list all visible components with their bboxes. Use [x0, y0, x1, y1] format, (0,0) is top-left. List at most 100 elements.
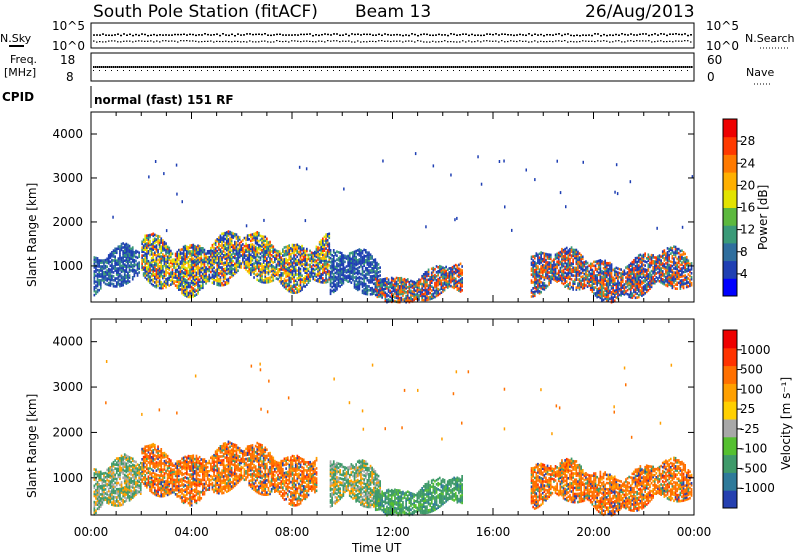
scatter-cell — [418, 288, 420, 291]
scatter-cell — [219, 262, 222, 265]
scatter-cell — [395, 290, 398, 294]
scatter-cell — [234, 268, 236, 272]
scatter-cell — [384, 297, 387, 300]
scatter-cell — [170, 265, 172, 269]
scatter-cell — [115, 261, 118, 264]
scatter-cell — [427, 292, 430, 295]
scatter-cell — [267, 253, 270, 256]
scatter-cell — [337, 270, 340, 274]
scatter-cell — [344, 270, 346, 274]
scatter-cell — [364, 286, 367, 290]
scatter-cell — [120, 282, 123, 285]
freq-mark — [285, 66, 287, 68]
freq-mark — [141, 66, 143, 68]
nsky-mark — [285, 34, 287, 36]
scatter-cell — [282, 250, 284, 253]
nsky-mark — [279, 33, 281, 36]
nsky-mark — [531, 34, 533, 37]
freq-mark — [165, 66, 167, 68]
nsearch-mark — [270, 41, 272, 43]
scatter-cell — [125, 266, 128, 269]
freq-mark — [635, 66, 637, 68]
scatter-cell — [372, 258, 375, 262]
scatter-cell — [331, 265, 333, 269]
scatter-cell — [353, 286, 356, 289]
scatter-cell — [299, 271, 302, 275]
scatter-cell — [230, 255, 233, 258]
scatter-cell — [234, 262, 236, 266]
scatter-cell — [293, 269, 295, 273]
scatter-cell — [363, 276, 365, 279]
scatter-cell — [296, 249, 299, 253]
nave-mark — [207, 70, 208, 71]
scatter-cell — [451, 267, 454, 271]
nsky-mark — [234, 34, 236, 37]
scatter-cell — [218, 279, 220, 283]
scatter-cell — [224, 251, 227, 255]
scatter-cell — [232, 256, 235, 259]
nsearch-mark — [348, 40, 350, 42]
scatter-cell — [605, 281, 608, 285]
nsky-mark — [555, 33, 557, 36]
scatter-cell — [142, 268, 145, 271]
scatter-cell — [103, 279, 105, 282]
scatter-cell — [317, 256, 319, 259]
scatter-cell — [190, 293, 193, 297]
scatter-cell — [454, 285, 457, 289]
scatter-cell — [154, 259, 156, 262]
scatter-cell — [190, 258, 193, 261]
scatter-cell — [594, 260, 597, 264]
scatter-cell — [535, 272, 538, 275]
scatter-cell — [123, 251, 126, 254]
scatter-cell — [107, 267, 110, 271]
scatter-cell — [256, 235, 259, 238]
scatter-cell — [203, 264, 206, 268]
scatter-cell — [575, 256, 578, 260]
scatter-cell — [601, 299, 603, 303]
nsearch-mark — [417, 40, 419, 42]
scatter-cell — [152, 232, 155, 236]
scatter-cell — [251, 235, 254, 238]
scatter-cell — [565, 264, 568, 268]
scatter-cell — [229, 236, 231, 240]
freq-mark — [599, 66, 601, 68]
scatter-cell — [221, 250, 223, 253]
scatter-cell — [278, 262, 281, 265]
scatter-cell — [293, 267, 295, 271]
scatter-cell — [565, 258, 568, 262]
scatter-cell — [202, 274, 204, 278]
scatter-cell — [142, 244, 145, 248]
scatter-cell — [411, 300, 414, 303]
scatter-cell — [171, 274, 174, 277]
nsearch-mark — [399, 40, 401, 42]
nsky-mark — [276, 33, 278, 36]
scatter-cell — [98, 288, 100, 292]
scatter-cell — [160, 237, 163, 240]
scatter-cell — [224, 275, 227, 278]
scatter-cell — [336, 250, 338, 253]
scatter-cell — [597, 271, 600, 275]
scatter-cell — [146, 268, 148, 271]
freq-mark — [429, 66, 431, 68]
scatter-cell — [556, 262, 558, 266]
scatter-cell — [299, 255, 302, 259]
scatter-cell — [589, 286, 592, 289]
scatter-cell — [262, 257, 265, 260]
freq-mark — [189, 66, 191, 68]
nsearch-mark — [438, 41, 440, 43]
scatter-cell — [282, 260, 284, 263]
scatter-cell — [274, 272, 276, 275]
scatter-cell — [310, 255, 313, 258]
scatter-cell — [364, 274, 367, 278]
scatter-cell — [130, 249, 132, 253]
scatter-cell — [561, 275, 563, 279]
scatter-cell — [299, 287, 302, 291]
nsky-mark — [243, 34, 245, 36]
scatter-cell — [202, 272, 204, 276]
scatter-cell — [331, 275, 333, 279]
scatter-cell — [440, 273, 443, 277]
scatter-cell — [162, 247, 164, 250]
scatter-cell — [286, 270, 289, 274]
scatter-cell — [545, 252, 547, 256]
scatter-cell — [293, 249, 295, 253]
